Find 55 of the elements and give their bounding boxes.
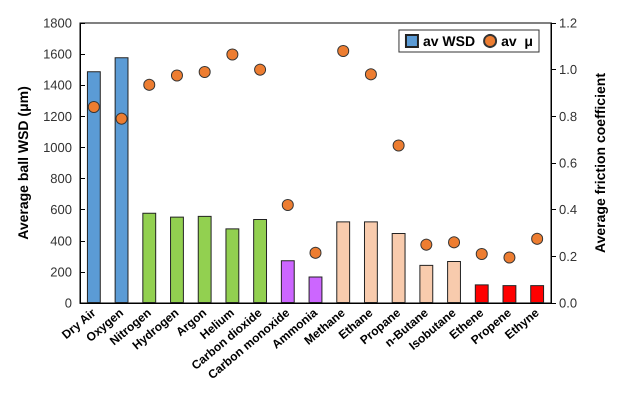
- point: [170, 70, 183, 82]
- bar: [280, 260, 295, 303]
- bar: [225, 228, 240, 303]
- point: [476, 248, 488, 260]
- point: [254, 64, 266, 76]
- bar: [336, 221, 350, 303]
- point: [531, 232, 544, 245]
- y2-tick-label: 0.0: [559, 296, 578, 310]
- bar: [364, 221, 378, 303]
- y2-tick-label: 0.8: [559, 108, 578, 124]
- bar: [392, 233, 406, 303]
- point: [364, 68, 377, 80]
- point: [392, 140, 405, 152]
- y-tick-label: 1600: [43, 46, 72, 62]
- y-tick-label: 0: [64, 296, 72, 310]
- point: [310, 246, 322, 259]
- y-tick-label: 600: [50, 202, 72, 218]
- point: [116, 112, 128, 125]
- bar: [447, 261, 461, 303]
- point: [282, 199, 294, 211]
- point: [88, 101, 100, 113]
- y-tick-label: 800: [50, 171, 72, 186]
- bar: [308, 276, 322, 303]
- y-tick-label: 1800: [43, 16, 72, 30]
- y2-tick-label: 1.2: [559, 16, 578, 30]
- y2-tick-label: 0.4: [559, 202, 578, 218]
- point: [337, 45, 350, 57]
- y2-tick-label: 0.2: [559, 248, 578, 264]
- y-tick-label: 1000: [43, 140, 72, 155]
- y-tick-label: 400: [50, 233, 72, 248]
- point: [198, 66, 211, 78]
- bar: [86, 71, 101, 303]
- point: [420, 238, 432, 251]
- y-axis-title: Average ball WSD (μm): [15, 86, 31, 240]
- bar: [502, 285, 516, 303]
- point: [143, 78, 156, 91]
- bar: [198, 216, 212, 303]
- y2-tick-label: 1.0: [559, 62, 578, 78]
- legend-label: av WSD: [422, 33, 476, 49]
- y2-axis-title: Average friction coefficient: [592, 72, 608, 253]
- point: [448, 236, 460, 248]
- bar: [474, 284, 489, 303]
- y-tick-label: 1400: [43, 78, 72, 93]
- bar: [419, 264, 434, 303]
- legend-label: av μ: [501, 33, 534, 49]
- bar: [530, 285, 544, 303]
- point: [226, 48, 238, 60]
- bar: [114, 57, 128, 303]
- y-tick-label: 200: [50, 264, 72, 280]
- point: [503, 252, 516, 264]
- bar: [170, 216, 184, 303]
- bar: [142, 212, 156, 303]
- y2-tick-label: 0.6: [559, 156, 578, 170]
- bar: [253, 219, 268, 303]
- y-tick-label: 1200: [43, 108, 72, 124]
